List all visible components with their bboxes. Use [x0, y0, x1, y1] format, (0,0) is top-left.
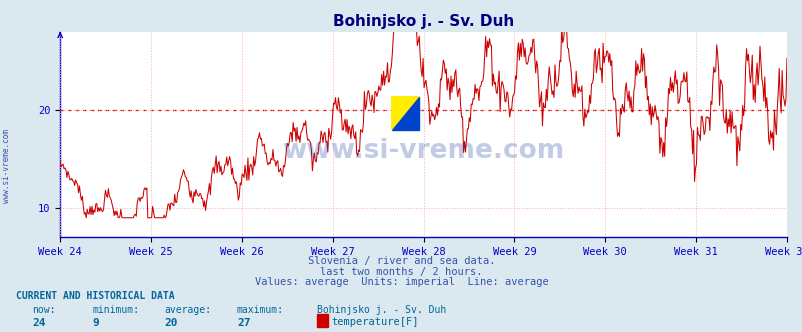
Text: Bohinjsko j. - Sv. Duh: Bohinjsko j. - Sv. Duh [317, 305, 446, 315]
Text: 24: 24 [32, 318, 46, 328]
Text: average:: average: [164, 305, 212, 315]
Text: 27: 27 [237, 318, 250, 328]
Text: temperature[F]: temperature[F] [331, 317, 419, 327]
Text: www.si-vreme.com: www.si-vreme.com [282, 138, 564, 164]
Text: minimum:: minimum: [92, 305, 140, 315]
Text: Slovenia / river and sea data.: Slovenia / river and sea data. [307, 256, 495, 266]
Text: 9: 9 [92, 318, 99, 328]
Text: Values: average  Units: imperial  Line: average: Values: average Units: imperial Line: av… [254, 277, 548, 287]
Title: Bohinjsko j. - Sv. Duh: Bohinjsko j. - Sv. Duh [333, 14, 513, 29]
Text: www.si-vreme.com: www.si-vreme.com [2, 129, 11, 203]
Polygon shape [391, 97, 419, 129]
Text: CURRENT AND HISTORICAL DATA: CURRENT AND HISTORICAL DATA [16, 291, 175, 301]
Polygon shape [391, 97, 419, 129]
Text: maximum:: maximum: [237, 305, 284, 315]
Text: last two months / 2 hours.: last two months / 2 hours. [320, 267, 482, 277]
Text: 20: 20 [164, 318, 178, 328]
Text: now:: now: [32, 305, 55, 315]
